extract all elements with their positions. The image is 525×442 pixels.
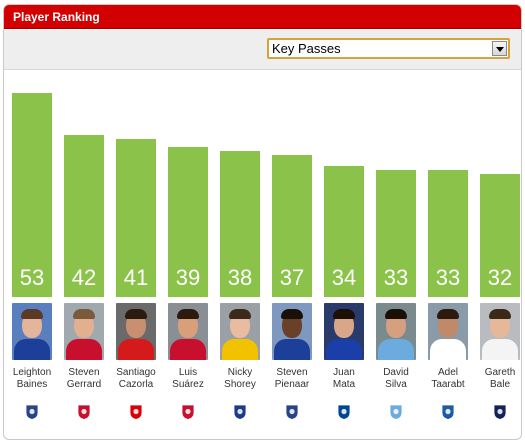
stat-type-select-value: Key Passes [272, 41, 341, 56]
player-shirt [326, 339, 362, 360]
bar-value-label: 41 [123, 265, 149, 290]
player-hair [333, 309, 355, 319]
player-hair [437, 309, 459, 319]
bar-7[interactable]: 34 [324, 166, 364, 297]
player-name[interactable]: David Silva [370, 367, 422, 391]
chelsea-crest-icon[interactable] [337, 404, 351, 420]
bar-6[interactable]: 37 [272, 155, 312, 297]
player-hair [21, 309, 43, 319]
player-photo[interactable] [480, 303, 520, 360]
chevron-down-icon[interactable] [492, 41, 507, 56]
bar-3[interactable]: 41 [116, 139, 156, 297]
player-first-name: Juan [333, 367, 355, 378]
qpr-crest-icon[interactable] [441, 404, 455, 420]
player-hair [229, 309, 251, 319]
liverpool-crest-icon[interactable] [77, 404, 91, 420]
player-shirt [118, 339, 154, 360]
player-name[interactable]: Adel Taarabt [422, 367, 474, 391]
player-name[interactable]: Leighton Baines [6, 367, 58, 391]
toolbar: Key Passes [4, 30, 521, 70]
player-shirt [222, 339, 258, 360]
bar-value-label: 42 [71, 265, 97, 290]
player-last-name: Pienaar [274, 379, 310, 390]
player-first-name: Adel [437, 367, 458, 378]
ranking-chart: 53 Leighton Baines 42 Steven Gerrard 41 Santiag… [4, 71, 521, 439]
bar-value-label: 32 [487, 265, 513, 290]
liverpool-crest-icon[interactable] [181, 404, 195, 420]
bar-value-label: 34 [331, 265, 357, 290]
player-last-name: Bale [489, 379, 510, 390]
bar-1[interactable]: 53 [12, 93, 52, 297]
player-first-name: Gareth [484, 367, 516, 378]
player-hair [385, 309, 407, 319]
player-first-name: Steven [68, 367, 100, 378]
player-hair [177, 309, 199, 319]
player-photo[interactable] [324, 303, 364, 360]
tottenham-crest-icon[interactable] [493, 404, 507, 420]
player-hair [489, 309, 511, 319]
player-ranking-widget: Player Ranking Key Passes 53 Leighton Bain… [3, 4, 522, 440]
player-first-name: Nicky [227, 367, 253, 378]
player-first-name: Steven [276, 367, 308, 378]
player-hair [281, 309, 303, 319]
player-shirt [14, 339, 50, 360]
bar-value-label: 33 [435, 265, 461, 290]
player-last-name: Shorey [224, 379, 256, 390]
mancity-crest-icon[interactable] [389, 404, 403, 420]
player-last-name: Mata [332, 379, 356, 390]
bar-value-label: 37 [279, 265, 305, 290]
player-photo[interactable] [168, 303, 208, 360]
player-hair [125, 309, 147, 319]
player-name[interactable]: Nicky Shorey [214, 367, 266, 391]
widget-title: Player Ranking [13, 10, 100, 24]
player-shirt [378, 339, 414, 360]
player-photo[interactable] [116, 303, 156, 360]
player-shirt [170, 339, 206, 360]
player-shirt [66, 339, 102, 360]
player-photo[interactable] [64, 303, 104, 360]
player-last-name: Baines [16, 379, 48, 390]
player-name[interactable]: Gareth Bale [474, 367, 521, 391]
player-photo[interactable] [12, 303, 52, 360]
player-first-name: Luis [178, 367, 198, 378]
player-shirt [430, 339, 466, 360]
bar-8[interactable]: 33 [376, 170, 416, 297]
bar-9[interactable]: 33 [428, 170, 468, 297]
player-first-name: Leighton [12, 367, 52, 378]
arsenal-crest-icon[interactable] [129, 404, 143, 420]
player-name[interactable]: Santiago Cazorla [110, 367, 162, 391]
everton-crest-icon[interactable] [25, 404, 39, 420]
bar-value-label: 53 [19, 265, 45, 290]
bar-value-label: 33 [383, 265, 409, 290]
player-hair [73, 309, 95, 319]
player-last-name: Silva [385, 379, 407, 390]
player-shirt [482, 339, 518, 360]
bar-value-label: 39 [175, 265, 201, 290]
player-last-name: Suárez [172, 379, 204, 390]
player-name[interactable]: Luis Suárez [162, 367, 214, 391]
reading-crest-icon[interactable] [233, 404, 247, 420]
player-first-name: Santiago [116, 367, 156, 378]
stat-type-select[interactable]: Key Passes [267, 38, 510, 59]
bar-value-label: 38 [227, 265, 253, 290]
widget-header: Player Ranking [4, 5, 521, 29]
everton-crest-icon[interactable] [285, 404, 299, 420]
player-name[interactable]: Steven Pienaar [266, 367, 318, 391]
player-photo[interactable] [272, 303, 312, 360]
bar-5[interactable]: 38 [220, 151, 260, 297]
player-name[interactable]: Juan Mata [318, 367, 370, 391]
player-photo[interactable] [220, 303, 260, 360]
player-photo[interactable] [428, 303, 468, 360]
bar-2[interactable]: 42 [64, 135, 104, 297]
player-last-name: Taarabt [431, 379, 465, 390]
player-shirt [274, 339, 310, 360]
player-last-name: Gerrard [66, 379, 102, 390]
player-photo[interactable] [376, 303, 416, 360]
player-last-name: Cazorla [118, 379, 154, 390]
bar-4[interactable]: 39 [168, 147, 208, 297]
bar-10[interactable]: 32 [480, 174, 520, 297]
player-name[interactable]: Steven Gerrard [58, 367, 110, 391]
player-first-name: David [383, 367, 409, 378]
